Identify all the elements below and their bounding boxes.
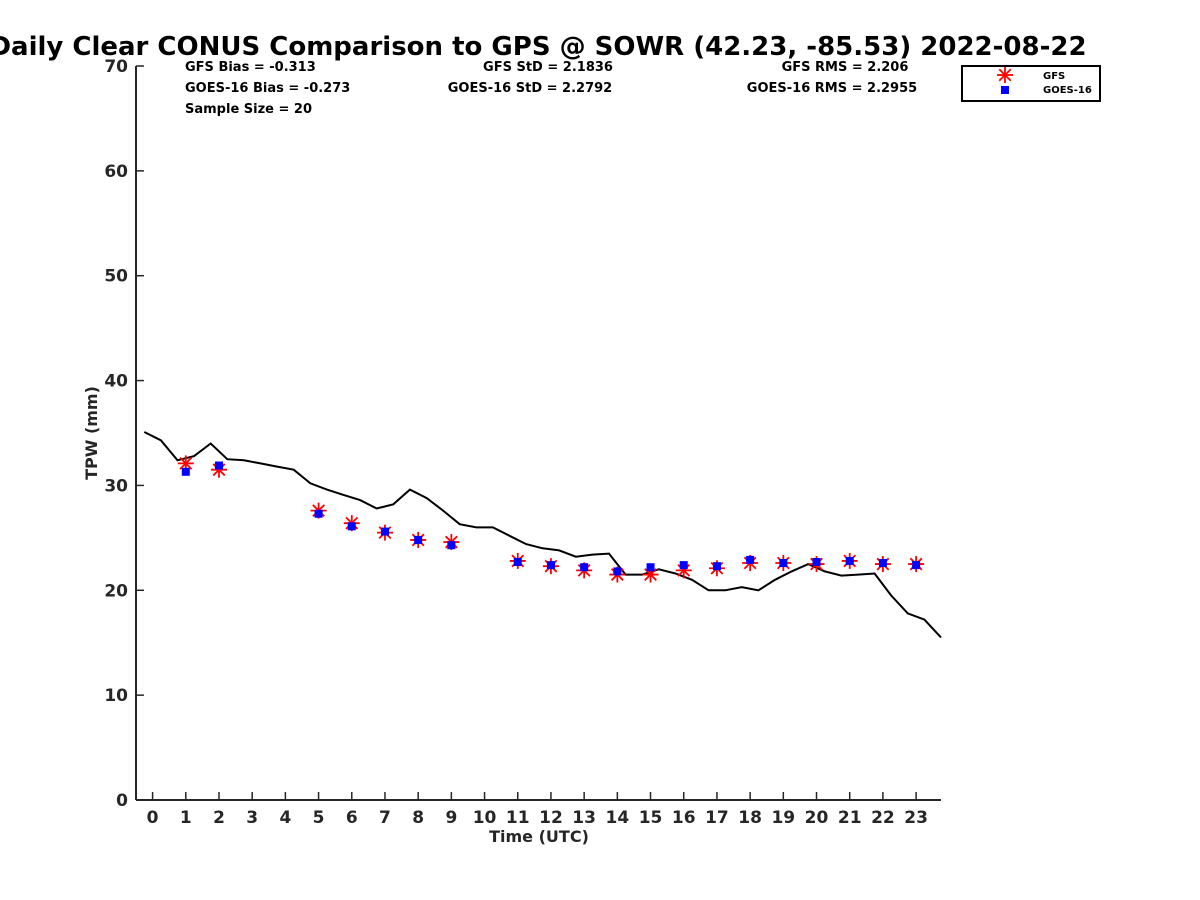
goes-point [546, 561, 555, 570]
legend-gfs-asterisk [997, 67, 1013, 83]
goes-point [214, 461, 223, 470]
x-tick-label: 19 [771, 808, 795, 828]
chart-title: Daily Clear CONUS Comparison to GPS @ SO… [0, 32, 1087, 62]
x-axis-label: Time (UTC) [489, 827, 589, 846]
goes-std-stat: GOES-16 StD = 2.2792 [448, 81, 612, 96]
x-tick-label: 12 [539, 808, 563, 828]
goes-point [746, 555, 755, 564]
x-tick-label: 0 [147, 808, 159, 828]
x-tick-label: 10 [473, 808, 497, 828]
goes-point [613, 567, 622, 576]
x-tick-label: 5 [313, 808, 325, 828]
y-tick-label: 30 [104, 476, 128, 496]
legend-box [961, 65, 1101, 102]
y-tick-label: 20 [104, 581, 128, 601]
y-tick-label: 70 [104, 57, 128, 77]
x-tick-label: 18 [738, 808, 762, 828]
x-tick-label: 4 [279, 808, 291, 828]
goes-point [812, 557, 821, 566]
sample-size-stat: Sample Size = 20 [185, 102, 312, 117]
gfs-std-stat: GFS StD = 2.1836 [483, 60, 613, 75]
goes-point [912, 561, 921, 570]
goes-point [679, 561, 688, 570]
gfs-bias-stat: GFS Bias = -0.313 [185, 60, 316, 75]
x-tick-label: 6 [346, 808, 358, 828]
y-axis-label: TPW (mm) [82, 386, 101, 480]
gps-series [143, 431, 942, 639]
y-tick-label: 50 [104, 267, 128, 287]
x-tick-label: 2 [213, 808, 225, 828]
x-tick-label: 16 [672, 808, 696, 828]
y-tick-label: 60 [104, 162, 128, 182]
x-tick-label: 13 [572, 808, 596, 828]
y-tick-label: 0 [116, 791, 128, 811]
x-tick-label: 20 [805, 808, 829, 828]
x-tick-label: 22 [871, 808, 895, 828]
x-tick-label: 9 [445, 808, 457, 828]
goes-point [414, 535, 423, 544]
y-tick-label: 10 [104, 686, 128, 706]
goes-point [845, 556, 854, 565]
goes-point [878, 559, 887, 568]
legend: GFS GOES-16 [961, 65, 1101, 102]
goes-point [712, 562, 721, 571]
x-tick-label: 21 [838, 808, 862, 828]
goes-series [181, 461, 921, 576]
stats-block: GFS Bias = -0.313 GOES-16 Bias = -0.273 … [185, 60, 917, 117]
goes-point [779, 559, 788, 568]
goes-point [181, 467, 190, 476]
x-tick-label: 15 [639, 808, 663, 828]
x-tick-label: 14 [606, 808, 630, 828]
goes-point [513, 557, 522, 566]
axes: 0 1 2 3 4 5 6 7 8 9 10 11 12 13 14 15 16 17 18 19 20 21 22 2301… [104, 57, 941, 828]
x-tick-label: 23 [904, 808, 928, 828]
goes-point [314, 509, 323, 518]
y-tick-label: 40 [104, 372, 128, 392]
x-tick-label: 7 [379, 808, 391, 828]
gps-line [143, 431, 942, 639]
legend-goes-label: GOES-16 [1043, 85, 1092, 96]
x-tick-label: 3 [246, 808, 258, 828]
x-tick-label: 1 [180, 808, 192, 828]
legend-gfs-label: GFS [1043, 71, 1065, 82]
gfs-rms-stat: GFS RMS = 2.206 [782, 60, 909, 75]
goes-point [646, 563, 655, 572]
goes-point [580, 563, 589, 572]
goes-point [447, 541, 456, 550]
legend-gfs-marker [997, 67, 1013, 83]
goes-bias-stat: GOES-16 Bias = -0.273 [185, 81, 350, 96]
goes-point [380, 527, 389, 536]
x-tick-label: 8 [412, 808, 424, 828]
goes-rms-stat: GOES-16 RMS = 2.2955 [747, 81, 917, 96]
goes-point [347, 522, 356, 531]
legend-goes-marker [1001, 86, 1009, 94]
x-tick-label: 11 [506, 808, 530, 828]
x-tick-label: 17 [705, 808, 729, 828]
